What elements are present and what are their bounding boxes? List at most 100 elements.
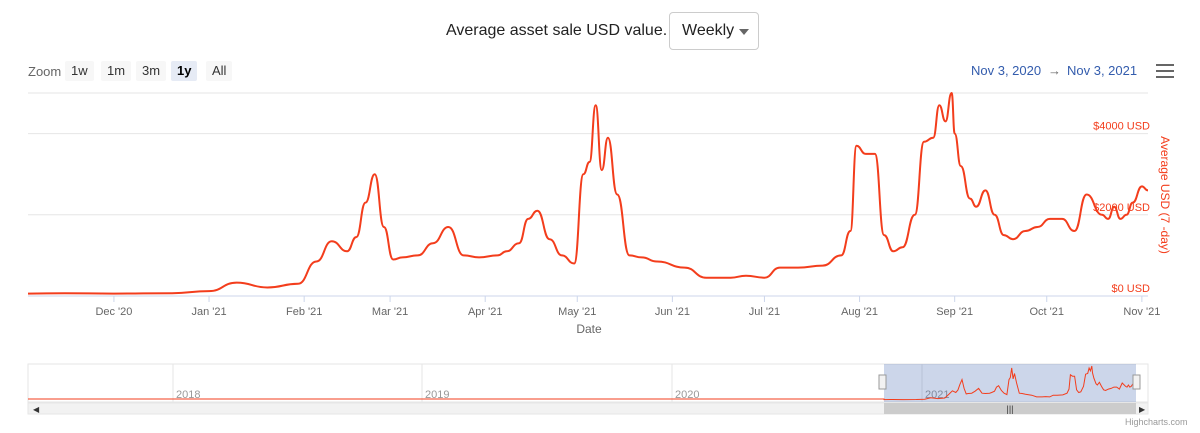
data-point[interactable] xyxy=(560,253,564,257)
data-point[interactable] xyxy=(931,136,935,140)
data-point[interactable] xyxy=(655,260,659,264)
data-point[interactable] xyxy=(606,136,610,140)
data-point[interactable] xyxy=(950,91,954,95)
navigator-right-handle[interactable] xyxy=(1133,375,1140,389)
data-point[interactable] xyxy=(944,119,948,123)
x-tick-label: Apr '21 xyxy=(468,306,503,318)
x-tick-label: Jul '21 xyxy=(749,306,780,318)
data-point[interactable] xyxy=(112,292,116,296)
data-point[interactable] xyxy=(373,172,377,176)
chart-gridlines xyxy=(28,93,1148,296)
x-tick-label: Jun '21 xyxy=(655,306,690,318)
data-point[interactable] xyxy=(1125,213,1129,217)
data-point[interactable] xyxy=(922,140,926,144)
data-point[interactable] xyxy=(953,132,957,136)
data-point[interactable] xyxy=(505,249,509,253)
data-point[interactable] xyxy=(974,205,978,209)
data-point[interactable] xyxy=(1085,193,1089,197)
data-point[interactable] xyxy=(1036,225,1040,229)
data-point[interactable] xyxy=(330,239,334,243)
credits-link[interactable]: Highcharts.com xyxy=(1125,417,1188,427)
data-point[interactable] xyxy=(400,255,404,259)
data-point[interactable] xyxy=(1023,229,1027,233)
navigator-left-handle[interactable] xyxy=(879,375,886,389)
data-point[interactable] xyxy=(63,291,67,295)
data-point[interactable] xyxy=(968,197,972,201)
data-point[interactable] xyxy=(1106,217,1110,221)
data-point[interactable] xyxy=(855,144,859,148)
x-tick-label: Nov '21 xyxy=(1123,306,1160,318)
data-point[interactable] xyxy=(901,245,905,249)
data-point[interactable] xyxy=(683,266,687,270)
x-tick-label: Mar '21 xyxy=(372,306,408,318)
data-point[interactable] xyxy=(416,253,420,257)
navigator[interactable]: 2018 2019 2020 2021 ||| ◀ ▶ xyxy=(28,364,1148,414)
data-point[interactable] xyxy=(170,291,174,295)
data-point[interactable] xyxy=(873,152,877,156)
x-tick-label: Aug '21 xyxy=(841,306,878,318)
data-point[interactable] xyxy=(526,217,530,221)
data-point[interactable] xyxy=(640,255,644,259)
data-point[interactable] xyxy=(477,255,481,259)
data-point[interactable] xyxy=(864,152,868,156)
data-point[interactable] xyxy=(729,276,733,280)
navigator-mask[interactable] xyxy=(884,364,1136,402)
data-point[interactable] xyxy=(581,172,585,176)
data-point[interactable] xyxy=(431,241,435,245)
data-point[interactable] xyxy=(913,213,917,217)
data-point[interactable] xyxy=(235,281,239,285)
data-point[interactable] xyxy=(1048,217,1052,221)
data-point[interactable] xyxy=(588,160,592,164)
data-point[interactable] xyxy=(345,249,349,253)
data-point[interactable] xyxy=(572,262,576,266)
data-point[interactable] xyxy=(993,213,997,217)
data-point[interactable] xyxy=(1002,233,1006,237)
data-point[interactable] xyxy=(744,274,748,278)
data-point[interactable] xyxy=(1011,237,1015,241)
data-point[interactable] xyxy=(496,253,500,257)
data-point[interactable] xyxy=(778,266,782,270)
data-point[interactable] xyxy=(594,103,598,107)
x-tick-label: Dec '20 xyxy=(95,306,132,318)
data-point[interactable] xyxy=(983,188,987,192)
data-point[interactable] xyxy=(548,237,552,241)
data-point[interactable] xyxy=(26,292,30,296)
data-point[interactable] xyxy=(462,253,466,257)
scroll-left-arrow-icon[interactable]: ◀ xyxy=(33,405,40,414)
data-point[interactable] xyxy=(1131,201,1135,205)
data-point[interactable] xyxy=(1140,184,1144,188)
data-point[interactable] xyxy=(1100,213,1104,217)
data-point[interactable] xyxy=(1060,217,1064,221)
data-point[interactable] xyxy=(627,253,631,257)
data-point[interactable] xyxy=(296,282,300,286)
data-point[interactable] xyxy=(704,276,708,280)
data-point[interactable] xyxy=(314,260,318,264)
data-point[interactable] xyxy=(882,233,886,237)
data-point[interactable] xyxy=(615,193,619,197)
data-point[interactable] xyxy=(364,201,368,205)
data-point[interactable] xyxy=(937,103,941,107)
data-point[interactable] xyxy=(391,258,395,262)
scroll-right-arrow-icon[interactable]: ▶ xyxy=(1139,405,1146,414)
data-point[interactable] xyxy=(600,168,604,172)
data-point[interactable] xyxy=(796,266,800,270)
data-point[interactable] xyxy=(1072,229,1076,233)
data-point[interactable] xyxy=(1112,205,1116,209)
data-point[interactable] xyxy=(821,264,825,268)
data-point[interactable] xyxy=(382,225,386,229)
data-point[interactable] xyxy=(265,286,269,290)
data-point[interactable] xyxy=(848,229,852,233)
data-point[interactable] xyxy=(1118,217,1122,221)
data-point[interactable] xyxy=(446,225,450,229)
data-point[interactable] xyxy=(535,209,539,213)
y-tick-label: $4000 USD xyxy=(1093,121,1150,133)
data-point[interactable] xyxy=(354,235,358,239)
data-point[interactable] xyxy=(762,276,766,280)
data-point[interactable] xyxy=(959,164,963,168)
data-point[interactable] xyxy=(1146,188,1150,192)
data-point[interactable] xyxy=(839,253,843,257)
data-point[interactable] xyxy=(517,241,521,245)
data-point[interactable] xyxy=(207,289,211,293)
data-point[interactable] xyxy=(891,249,895,253)
